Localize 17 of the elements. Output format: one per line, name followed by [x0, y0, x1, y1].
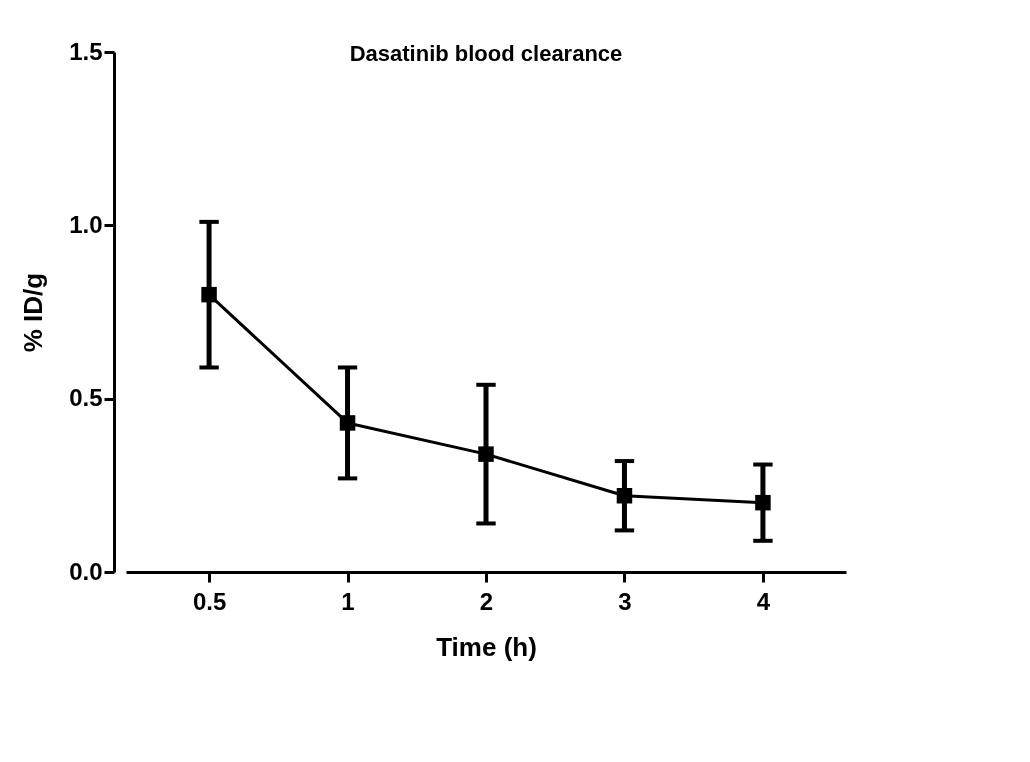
- x-tick-label: 1: [341, 587, 355, 615]
- point: [339, 415, 356, 431]
- x-tick-label: 2: [479, 587, 494, 615]
- y-tick-label: 0.5: [69, 384, 103, 412]
- point: [616, 487, 633, 504]
- x-tick-label: 0.5: [192, 587, 227, 615]
- x-tick-label: 3: [618, 587, 632, 615]
- x-axis-title: Time (h): [436, 631, 537, 662]
- x-tick-label: 4: [756, 587, 771, 615]
- y-tick-label: 1.0: [69, 210, 103, 238]
- point: [201, 286, 217, 303]
- chart-title: Dasatinib blood clearance: [349, 41, 623, 66]
- y-tick-label: 1.5: [69, 37, 103, 65]
- y-tick-label: 0.0: [69, 557, 103, 585]
- point: [755, 494, 771, 511]
- y-axis-title: % ID/g: [18, 272, 49, 353]
- point: [478, 446, 494, 462]
